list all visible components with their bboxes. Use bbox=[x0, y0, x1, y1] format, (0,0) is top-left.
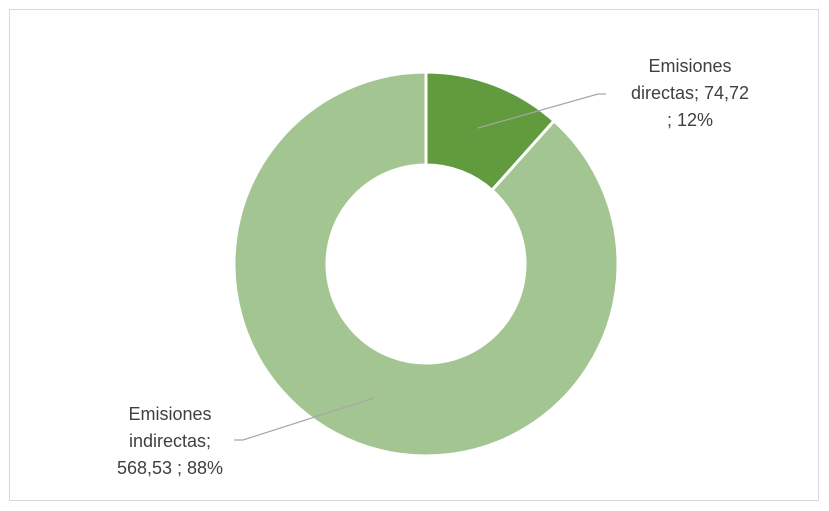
data-label-directas: Emisiones directas; 74,72 ; 12% bbox=[631, 56, 749, 130]
data-label-line: indirectas; bbox=[129, 431, 211, 451]
data-label-line: Emisiones bbox=[128, 404, 211, 424]
data-label-indirectas: Emisiones indirectas; 568,53 ; 88% bbox=[117, 404, 223, 478]
data-label-line: Emisiones bbox=[648, 56, 731, 76]
data-label-line: 568,53 ; 88% bbox=[117, 458, 223, 478]
doughnut-slice-indirectas bbox=[232, 70, 620, 458]
leader-line-indirectas bbox=[234, 397, 375, 441]
leader-line-directas bbox=[477, 93, 606, 129]
data-label-line: directas; 74,72 bbox=[631, 83, 749, 103]
data-label-line: ; 12% bbox=[667, 110, 713, 130]
